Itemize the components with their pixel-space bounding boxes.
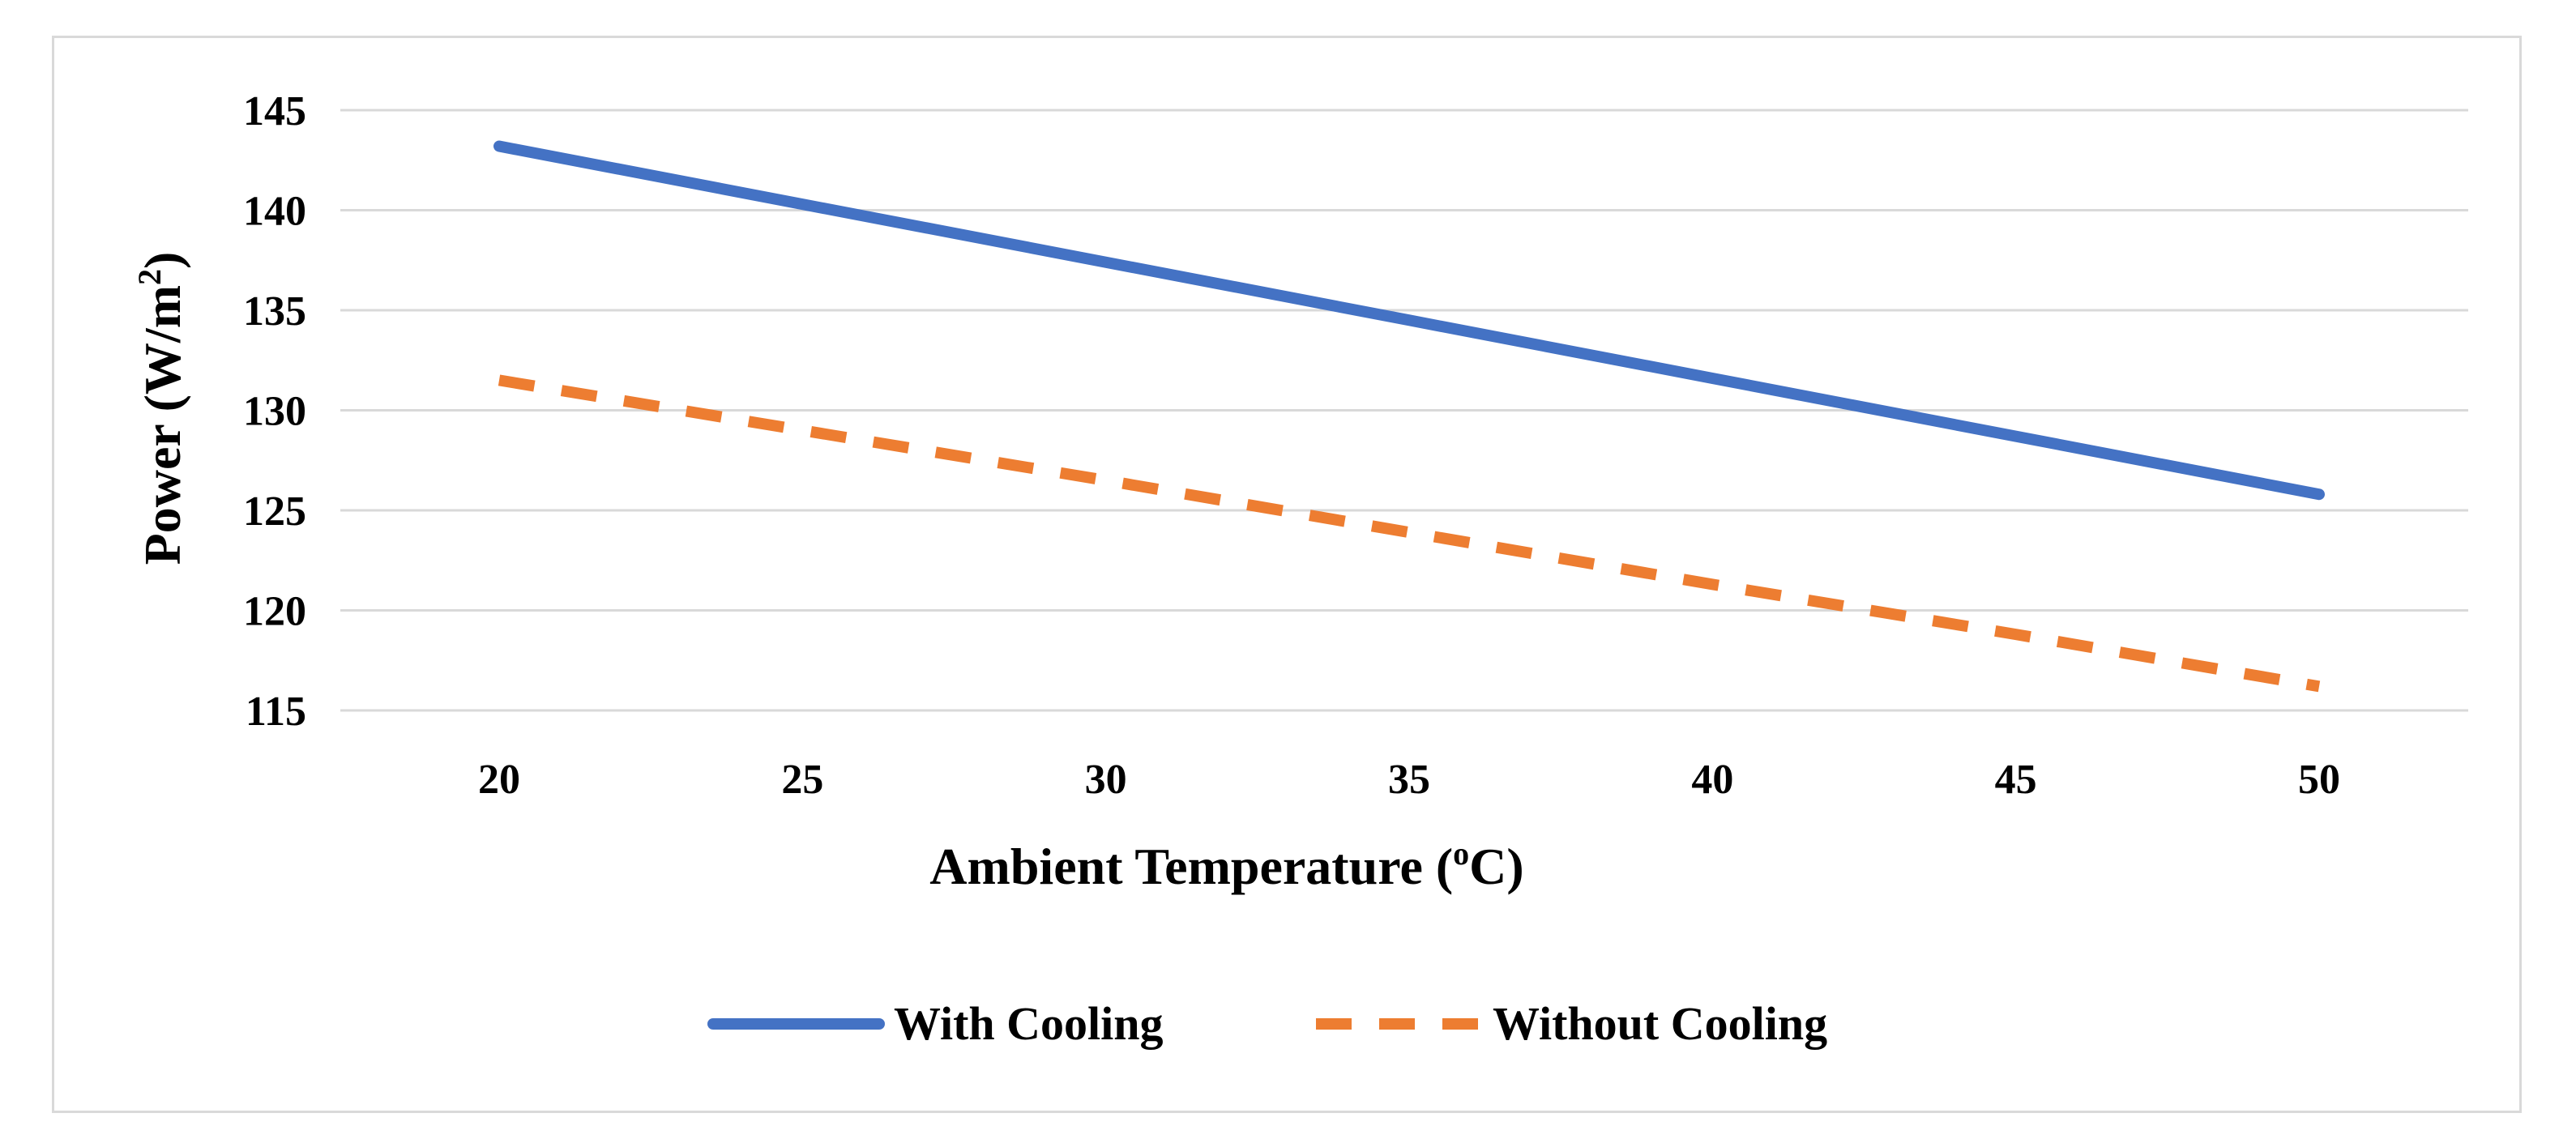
data-point-with-cooling	[1707, 373, 1718, 384]
data-point-with-cooling	[1403, 314, 1415, 326]
legend-label-with-cooling: With Cooling	[894, 997, 1164, 1050]
x-tick-label: 25	[781, 757, 823, 803]
series-line-with-cooling	[493, 140, 2325, 501]
data-point-with-cooling	[797, 198, 808, 210]
data-point-with-cooling	[1100, 257, 1112, 268]
data-point-without-cooling	[1707, 578, 1718, 590]
data-point-without-cooling	[1403, 527, 1415, 538]
x-tick-label: 45	[1995, 757, 2037, 803]
x-tick-label: 50	[2298, 757, 2340, 803]
chart-frame	[52, 36, 2522, 1113]
data-point-without-cooling	[2313, 680, 2325, 692]
data-point-without-cooling	[2010, 629, 2022, 640]
y-tick-label: 145	[243, 88, 306, 134]
y-tick-label: 125	[243, 488, 306, 535]
data-point-with-cooling	[2010, 431, 2022, 442]
y-axis-title: Power (W/m2)	[131, 252, 191, 565]
y-tick-label: 140	[243, 189, 306, 235]
series-line-without-cooling	[498, 374, 2321, 693]
data-point-with-cooling	[493, 140, 505, 151]
gridlines	[340, 109, 2468, 712]
series-lines	[493, 140, 2325, 693]
y-tick-label: 115	[246, 689, 306, 735]
x-tick-label: 40	[1691, 757, 1733, 803]
legend: With Cooling Without Cooling	[707, 997, 1827, 1050]
y-axis-ticks: 115 120 125 130 135 140 145	[243, 88, 306, 735]
y-tick-label: 120	[243, 589, 306, 635]
data-point-without-cooling	[493, 374, 505, 386]
x-axis-ticks: 20 25 30 35 40 45 50	[478, 757, 2340, 803]
x-tick-label: 30	[1085, 757, 1127, 803]
x-axis-title: Ambient Temperature (oC)	[929, 835, 1523, 895]
data-point-with-cooling	[2313, 488, 2325, 500]
x-tick-label: 35	[1388, 757, 1430, 803]
legend-label-without-cooling: Without Cooling	[1493, 997, 1827, 1050]
data-point-without-cooling	[1100, 475, 1112, 486]
y-tick-label: 135	[243, 288, 306, 335]
x-tick-label: 20	[478, 757, 520, 803]
data-point-without-cooling	[797, 424, 808, 436]
y-tick-label: 130	[243, 389, 306, 435]
